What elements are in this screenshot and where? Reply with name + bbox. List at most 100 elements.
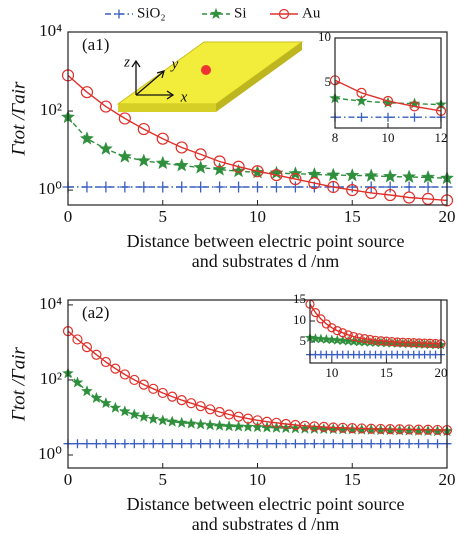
- marker-plus: [338, 439, 348, 449]
- marker-plus: [366, 439, 376, 449]
- x-tick-label: 20: [439, 207, 456, 226]
- marker-plus: [404, 439, 414, 449]
- marker-circle: [213, 155, 226, 168]
- y-tick-label: 10⁰: [38, 179, 62, 198]
- marker-star: [402, 169, 417, 183]
- marker-circle: [376, 336, 386, 346]
- x-tick-label: 0: [64, 207, 73, 226]
- marker-star: [355, 94, 368, 107]
- panel-label: (a1): [82, 35, 109, 54]
- marker-plus: [383, 112, 393, 122]
- marker-circle: [148, 383, 159, 394]
- marker-star: [337, 335, 349, 346]
- y-tick-label: 15: [293, 291, 306, 306]
- x-tick-label: 15: [380, 365, 393, 380]
- marker-plus: [81, 181, 93, 193]
- marker-circle: [194, 148, 207, 161]
- marker-circle: [81, 342, 93, 353]
- marker-circle: [232, 160, 245, 173]
- marker-plus: [205, 439, 215, 449]
- marker-circle: [251, 165, 264, 178]
- marker-star: [326, 334, 338, 345]
- marker-circle: [409, 101, 420, 112]
- marker-plus: [423, 439, 433, 449]
- marker-star: [315, 333, 327, 344]
- x-tick-label: 12: [435, 130, 448, 145]
- plot: 0 5 10 15 20 10⁰ 10² 10⁴ (a1) Γtot /Γair Distance …: [8, 21, 455, 271]
- marker-circle: [365, 334, 375, 345]
- marker-star: [420, 169, 436, 184]
- marker-plus: [357, 439, 367, 449]
- series-line: [309, 303, 442, 345]
- marker-circle: [195, 401, 206, 412]
- inset: 8 10 12 5 10: [318, 29, 448, 145]
- marker-star: [326, 167, 341, 182]
- y-axis-label: Γtot /Γair: [8, 346, 29, 421]
- marker-star: [174, 158, 189, 172]
- marker-plus: [347, 439, 357, 449]
- plot-frame: [67, 299, 448, 469]
- marker-star: [212, 162, 227, 176]
- marker-circle: [381, 336, 392, 346]
- marker-plus: [176, 181, 188, 193]
- marker-plus: [384, 181, 396, 193]
- x-tick-label: 0: [64, 470, 73, 489]
- marker-circle: [252, 415, 263, 426]
- marker-star: [118, 405, 131, 417]
- marker-plus: [376, 439, 386, 449]
- slab-illustration: [116, 41, 304, 112]
- marker-circle: [370, 335, 381, 345]
- plot-frame: [309, 299, 442, 364]
- marker-circle: [414, 338, 424, 348]
- marker-star: [81, 385, 93, 397]
- marker-star: [364, 168, 379, 182]
- marker-plus: [167, 439, 177, 449]
- marker-plus: [253, 439, 262, 449]
- marker-plus: [319, 439, 329, 449]
- y-tick-label: 10⁴: [39, 294, 62, 313]
- x-tick-label: 20: [439, 470, 456, 489]
- marker-plus: [433, 439, 443, 449]
- series-line: [67, 330, 448, 431]
- marker-circle: [316, 314, 326, 324]
- y-tick-label: 10²: [40, 369, 62, 388]
- legend-label: SiO₂: [137, 5, 166, 21]
- marker-plus: [385, 439, 395, 449]
- y-tick-label: 10⁴: [39, 21, 62, 40]
- marker-plus: [119, 181, 131, 193]
- marker-plus: [158, 439, 168, 449]
- series-line: [67, 74, 448, 202]
- marker-plus: [403, 181, 415, 193]
- x-tick-label: 10: [249, 207, 266, 226]
- x-tick-label: 10: [325, 365, 338, 380]
- x-tick-label: 15: [344, 470, 361, 489]
- marker-plus: [290, 439, 300, 449]
- marker-star: [175, 416, 188, 428]
- marker-plus: [138, 181, 150, 193]
- marker-circle: [186, 398, 197, 409]
- marker-star: [269, 165, 284, 180]
- y-tick-label: 10²: [40, 100, 62, 119]
- marker-plus: [281, 439, 291, 449]
- marker-plus: [91, 439, 101, 449]
- marker-plus: [139, 439, 149, 449]
- marker-circle: [430, 338, 441, 349]
- marker-plus: [414, 439, 424, 449]
- marker-plus: [100, 181, 112, 193]
- marker-circle: [176, 395, 187, 406]
- marker-circle: [72, 334, 83, 345]
- marker-star: [342, 335, 354, 346]
- marker-plus: [328, 439, 338, 449]
- marker-star: [90, 391, 103, 404]
- marker-plus: [82, 439, 92, 449]
- marker-circle: [91, 349, 102, 360]
- marker-star: [251, 421, 264, 433]
- marker-star: [210, 7, 222, 20]
- marker-plus: [224, 439, 234, 449]
- marker-star: [156, 414, 169, 426]
- y-tick-label: 10⁰: [38, 444, 62, 463]
- series-line: [334, 79, 442, 112]
- marker-circle: [382, 95, 394, 107]
- x-axis-label: Distance between electric point source: [127, 494, 405, 514]
